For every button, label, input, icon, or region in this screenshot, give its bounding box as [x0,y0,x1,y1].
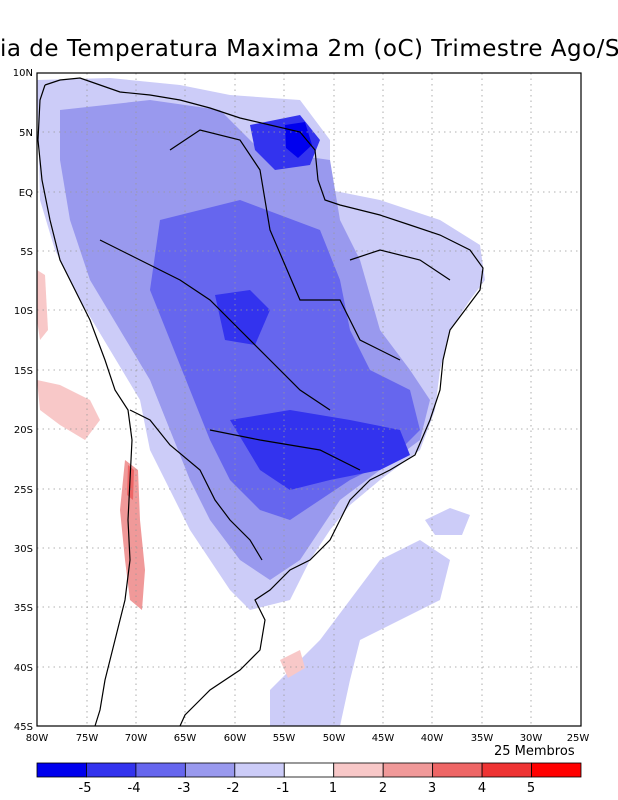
lon-tick-label: 35W [471,733,494,744]
lon-tick-label: 50W [323,733,346,744]
lon-tick-label: 55W [273,733,296,744]
colorbar-label: 4 [477,781,487,796]
lat-tick-label: 5N [19,128,33,139]
colorbar-swatch [432,762,483,778]
lon-axis: 80W 75W 70W 65W 60W 55W 50W 45W 40W 35W … [26,733,590,744]
lat-tick-label: 40S [14,663,33,674]
colorbar [36,762,582,778]
colorbar-swatch [333,762,384,778]
lat-tick-label: 45S [14,722,33,733]
lat-tick-label: EQ [19,188,33,199]
colorbar-label: -5 [78,781,92,796]
lat-axis: 10N 5N EQ 5S 10S 15S 20S 25S 30S 35S 40S… [13,68,33,733]
lat-tick-label: 15S [14,366,33,377]
colorbar-swatch [135,762,186,778]
colorbar-swatch [531,762,582,778]
lat-tick-label: 20S [14,425,33,436]
colorbar-label: -2 [226,781,240,796]
colorbar-label: -4 [127,781,141,796]
lon-tick-label: 70W [125,733,148,744]
colorbar-label: 2 [378,781,388,796]
colorbar-swatch [184,762,236,778]
colorbar-swatch [283,762,335,778]
lon-tick-label: 60W [224,733,247,744]
lat-tick-label: 25S [14,485,33,496]
lat-tick-label: 30S [14,544,33,555]
lat-tick-label: 10S [14,306,33,317]
colorbar-swatch [481,762,532,778]
colorbar-swatch [36,762,87,778]
colorbar-label: -1 [276,781,290,796]
lon-tick-label: 75W [76,733,99,744]
lon-tick-label: 25W [567,733,590,744]
colorbar-label: -3 [177,781,191,796]
colorbar-swatch [234,762,285,778]
colorbar-label: 1 [328,781,338,796]
lon-tick-label: 45W [372,733,395,744]
lon-tick-label: 80W [26,733,49,744]
coastlines [37,77,484,726]
plot-border [36,72,582,727]
colorbar-label: 3 [427,781,437,796]
lat-tick-label: 5S [20,247,33,258]
lat-tick-label: 35S [14,603,33,614]
lon-tick-label: 40W [421,733,444,744]
lat-tick-label: 10N [13,68,33,79]
colorbar-label: 5 [526,781,536,796]
lon-tick-label: 30W [520,733,543,744]
colorbar-swatch [86,762,137,778]
colorbar-swatch [382,762,434,778]
map-title: ia de Temperatura Maxima 2m (oC) Trimest… [0,36,618,62]
members-label: 25 Membros [494,744,575,759]
lon-tick-label: 65W [174,733,197,744]
